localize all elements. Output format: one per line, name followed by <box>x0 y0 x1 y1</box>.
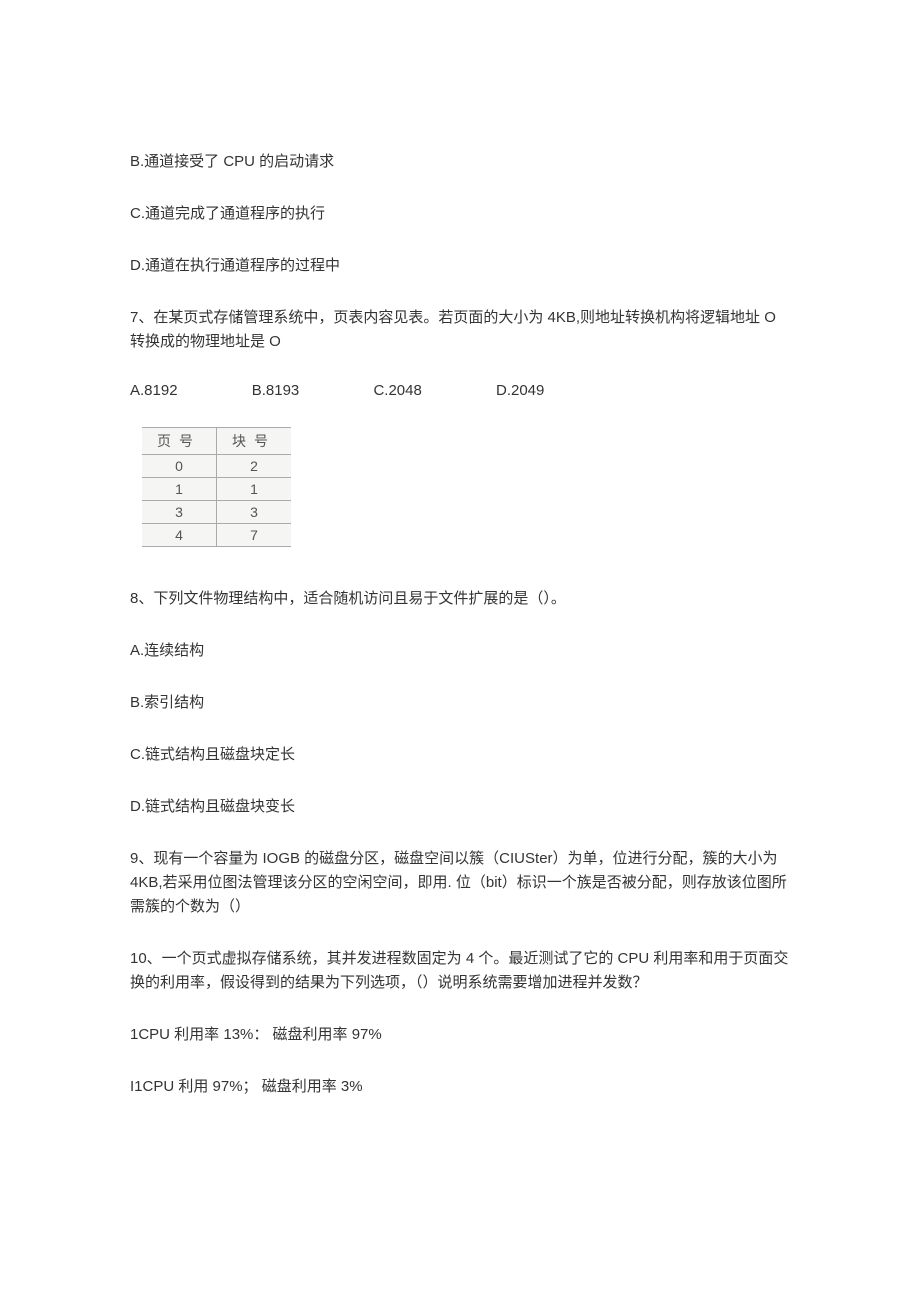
table-header-page: 页号 <box>142 428 217 455</box>
q9-stem: 9、现有一个容量为 IOGB 的磁盘分区，磁盘空间以簇（CIUSter）为单，位… <box>130 847 790 919</box>
table-header-block: 块号 <box>217 428 292 455</box>
table-row: 0 2 <box>142 455 291 478</box>
q7-options: A.8192 B.8193 C.2048 D.2049 <box>130 382 790 399</box>
q8-option-a: A.连续结构 <box>130 639 790 663</box>
q6-option-c: C.通道完成了通道程序的执行 <box>130 202 790 226</box>
q7-option-a: A.8192 <box>130 382 178 399</box>
q8-stem: 8、下列文件物理结构中，适合随机访问且易于文件扩展的是（）。 <box>130 587 790 611</box>
q10-line2: I1CPU 利用 97%； 磁盘利用率 3% <box>130 1075 790 1099</box>
q10-stem: 10、一个页式虚拟存储系统，其并发进程数固定为 4 个。最近测试了它的 CPU … <box>130 947 790 995</box>
q8-option-b: B.索引结构 <box>130 691 790 715</box>
q7-stem: 7、在某页式存储管理系统中，页表内容见表。若页面的大小为 4KB,则地址转换机构… <box>130 306 790 354</box>
q7-option-b: B.8193 <box>252 382 300 399</box>
q8-option-d: D.链式结构且磁盘块变长 <box>130 795 790 819</box>
table-row: 4 7 <box>142 524 291 547</box>
q8-option-c: C.链式结构且磁盘块定长 <box>130 743 790 767</box>
table-cell: 2 <box>217 455 292 478</box>
table-cell: 3 <box>142 501 217 524</box>
table-cell: 1 <box>217 478 292 501</box>
q7-option-d: D.2049 <box>496 382 544 399</box>
table-cell: 4 <box>142 524 217 547</box>
table-cell: 1 <box>142 478 217 501</box>
table-cell: 7 <box>217 524 292 547</box>
table-cell: 3 <box>217 501 292 524</box>
q6-option-b: B.通道接受了 CPU 的启动请求 <box>130 150 790 174</box>
document-page: B.通道接受了 CPU 的启动请求 C.通道完成了通道程序的执行 D.通道在执行… <box>0 0 920 1247</box>
page-table: 页号 块号 0 2 1 1 3 3 4 7 <box>142 427 291 547</box>
table-cell: 0 <box>142 455 217 478</box>
q7-option-c: C.2048 <box>373 382 421 399</box>
table-row: 3 3 <box>142 501 291 524</box>
q6-option-d: D.通道在执行通道程序的过程中 <box>130 254 790 278</box>
table-row: 1 1 <box>142 478 291 501</box>
q10-line1: 1CPU 利用率 13%： 磁盘利用率 97% <box>130 1023 790 1047</box>
